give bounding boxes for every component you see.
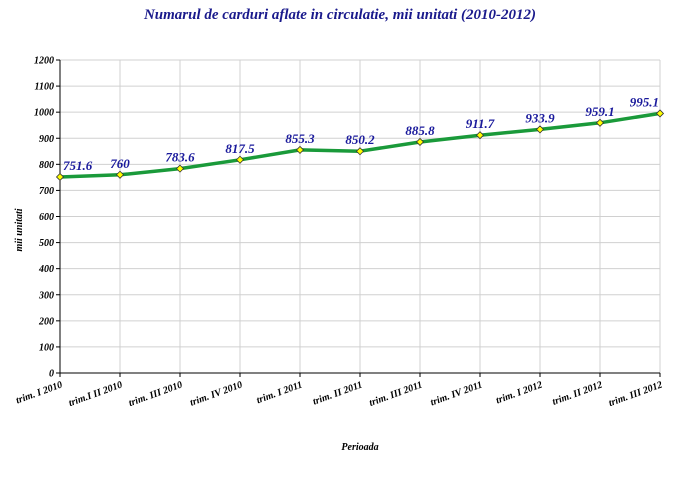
chart-title: Numarul de carduri aflate in circulatie,…: [143, 7, 536, 23]
chart-grid: [59, 59, 661, 374]
data-label: 783.6: [165, 150, 195, 165]
y-tick-label: 600: [39, 212, 54, 223]
x-tick-label: trim. I 2012: [495, 379, 544, 406]
x-tick-label: trim. I 2011: [255, 379, 304, 406]
data-label: 855.3: [285, 131, 315, 146]
data-point: [475, 131, 485, 140]
data-point: [415, 137, 425, 147]
data-label: 885.8: [405, 123, 435, 138]
data-point: [235, 155, 245, 164]
data-point: [55, 172, 65, 182]
data-label: 817.5: [225, 141, 255, 156]
data-label: 959.1: [585, 104, 614, 119]
data-label: 911.7: [466, 116, 495, 131]
data-label: 995.1: [630, 94, 659, 109]
x-tick-label: trim. IV 2010: [188, 379, 244, 408]
data-point: [175, 164, 185, 173]
x-tick-label: trim. III 2012: [607, 379, 664, 409]
data-point: [115, 170, 125, 179]
data-label: 760: [110, 156, 130, 171]
y-tick-label: 700: [39, 186, 54, 197]
y-tick-label: 500: [39, 238, 54, 249]
chart-axes: [59, 60, 660, 374]
y-tick-label: 400: [38, 264, 54, 275]
data-label: 933.9: [525, 110, 555, 125]
y-axis-label: mii unitati: [14, 208, 25, 251]
y-axis-ticks: 0 100 200 300 400 500 600 700 800 900 1000 1100 1200: [34, 56, 60, 380]
data-label: 751.6: [63, 158, 93, 173]
x-tick-label: trim.I II 2010: [67, 379, 124, 409]
x-axis-label: Perioada: [341, 442, 378, 453]
y-tick-label: 900: [39, 134, 54, 145]
data-point: [355, 147, 365, 156]
y-tick-label: 1000: [34, 108, 54, 119]
chart-series: [55, 109, 665, 182]
y-tick-label: 0: [49, 369, 54, 380]
data-label: 850.2: [345, 132, 375, 147]
y-tick-label: 300: [38, 290, 54, 301]
x-tick-label: trim. IV 2011: [429, 379, 484, 408]
x-tick-label: trim. III 2011: [368, 379, 424, 408]
data-point: [535, 125, 545, 134]
y-tick-label: 1200: [34, 56, 54, 67]
x-tick-label: trim. II 2011: [311, 379, 364, 407]
y-tick-label: 1100: [35, 82, 54, 93]
x-tick-label: trim. III 2010: [127, 379, 184, 409]
y-tick-label: 800: [39, 160, 54, 171]
y-tick-label: 100: [39, 342, 54, 353]
x-tick-label: trim. II 2012: [551, 379, 604, 407]
x-axis-ticks: trim. I 2010 trim.I II 2010 trim. III 2010…: [15, 373, 664, 409]
data-point: [595, 118, 605, 127]
data-point: [295, 145, 305, 154]
data-point: [655, 109, 665, 118]
x-tick-label: trim. I 2010: [15, 379, 64, 406]
chart-data-labels: 751.6 760 783.6 817.5 855.3 850.2 885.8 911.7 93…: [63, 94, 659, 173]
y-tick-label: 200: [38, 316, 54, 327]
